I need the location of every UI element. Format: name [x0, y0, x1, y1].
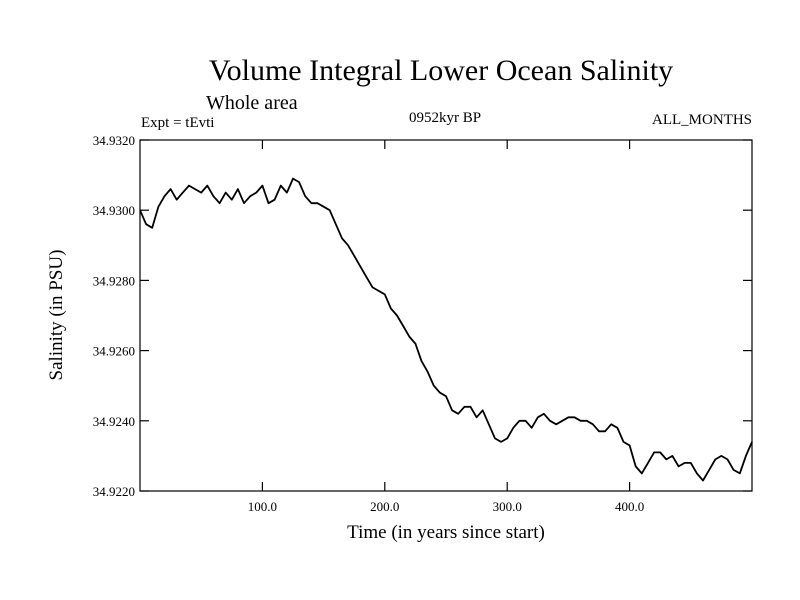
y-axis-label: Salinity (in PSU) [46, 250, 67, 381]
y-tick-label: 34.9220 [93, 484, 135, 499]
x-axis: 100.0 200.0 300.0 400.0 [248, 140, 644, 514]
chart-title: Volume Integral Lower Ocean Salinity [209, 54, 673, 87]
chart-subtitle: Whole area [206, 92, 298, 114]
plot-frame [139, 139, 753, 492]
y-tick-label: 34.9240 [93, 414, 135, 429]
x-tick-label: 400.0 [615, 499, 644, 514]
y-tick-label: 34.9320 [93, 133, 135, 148]
experiment-label: Expt = tEvti [141, 115, 214, 131]
x-tick-label: 300.0 [493, 499, 522, 514]
salinity-series-line [139, 177, 753, 482]
y-axis: 34.9220 34.9240 34.9260 34.9280 34.9300 34.93… [93, 133, 752, 499]
months-label: ALL_MONTHS [652, 112, 752, 128]
x-tick-label: 200.0 [370, 499, 399, 514]
x-axis-label: Time (in years since start) [347, 522, 545, 543]
period-label: 0952kyr BP [409, 110, 481, 126]
y-tick-label: 34.9300 [93, 203, 135, 218]
y-tick-label: 34.9260 [93, 344, 135, 359]
y-tick-label: 34.9280 [93, 273, 135, 288]
x-tick-label: 100.0 [248, 499, 277, 514]
